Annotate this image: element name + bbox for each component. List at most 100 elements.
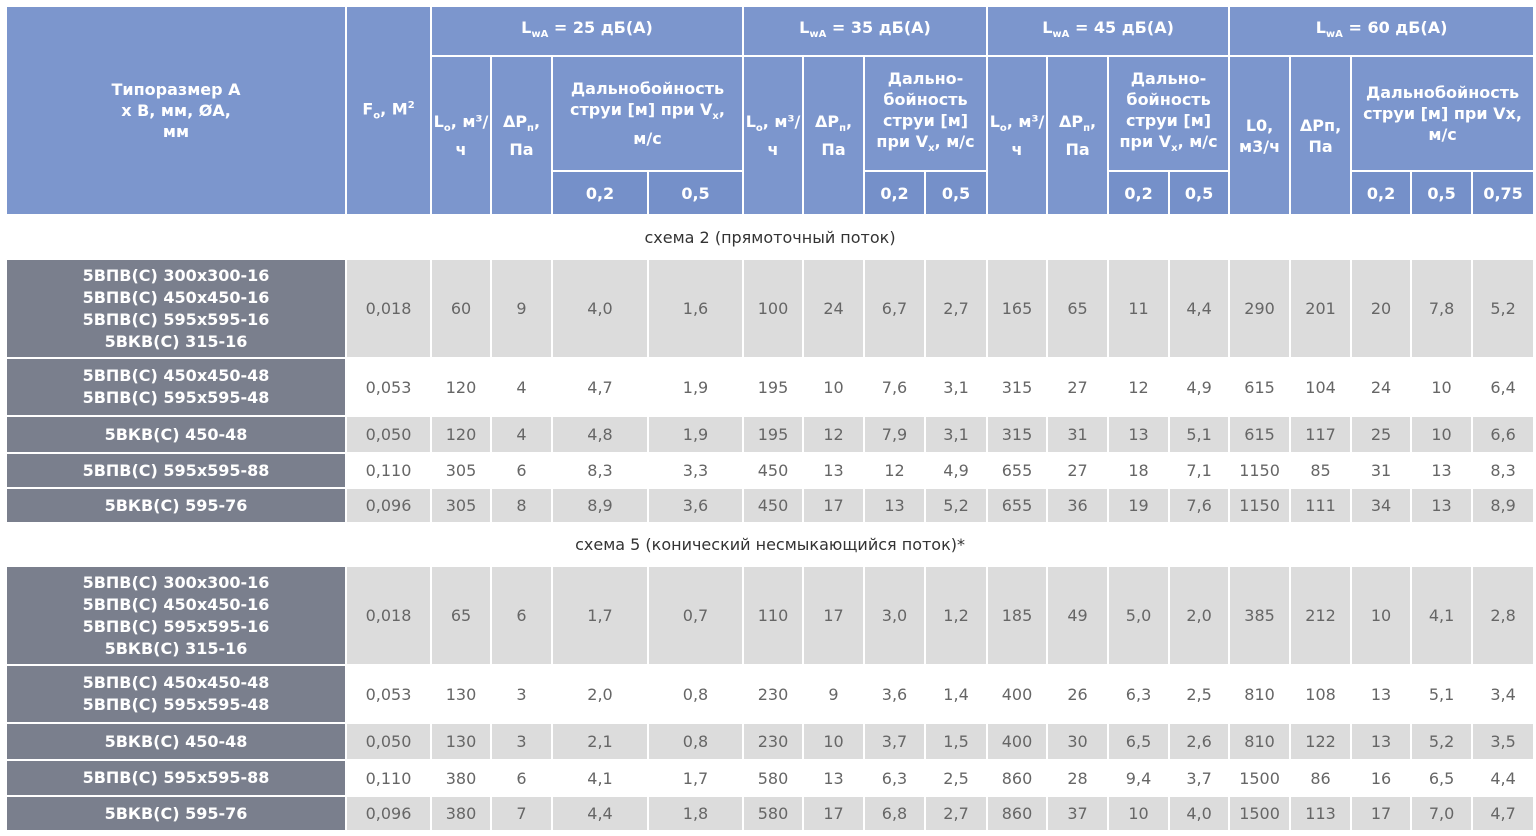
value-cell: 6,4: [1473, 359, 1534, 415]
text-part: Дальнобойность струи [м] при Vx, м/с: [1363, 83, 1522, 144]
value-cell: 230: [744, 666, 803, 722]
value-cell: 4,9: [926, 454, 987, 487]
value-cell: 400: [988, 666, 1047, 722]
text-part: wA: [809, 29, 827, 41]
value-cell: 130: [432, 724, 490, 759]
range-header: Дальнобойность струи [м] при Vx, м/с: [553, 57, 743, 170]
value-cell: 13: [1412, 454, 1472, 487]
value-cell: 18: [1109, 454, 1169, 487]
value-cell: 8,9: [1473, 489, 1534, 522]
value-cell: 4: [492, 417, 551, 452]
text-part: Дально-бойность струи [м] при V: [1119, 68, 1212, 151]
value-cell: 7: [492, 797, 551, 830]
value-cell: 3,4: [1473, 666, 1534, 722]
value-cell: 3: [492, 666, 551, 722]
value-cell: 450: [744, 454, 803, 487]
model-cell: 5ВПВ(С) 450x450-48 5ВПВ(С) 595x595-48: [7, 666, 345, 722]
text-part: L: [799, 17, 810, 37]
value-cell: 19: [1109, 489, 1169, 522]
value-cell: 3,7: [1170, 761, 1229, 795]
value-cell: 185: [988, 567, 1047, 664]
value-cell: 5,1: [1412, 666, 1472, 722]
value-cell: 2,5: [926, 761, 987, 795]
value-cell: 201: [1291, 260, 1351, 357]
model-name: 5ВКВ(С) 315-16: [104, 331, 248, 351]
text-part: wA: [531, 29, 549, 41]
value-cell: 13: [865, 489, 925, 522]
value-cell: 0,053: [347, 359, 430, 415]
flow-header: Lo, м³/ч: [988, 57, 1047, 214]
value-cell: 4,0: [553, 260, 647, 357]
text-part: L: [433, 111, 444, 131]
value-cell: 117: [1291, 417, 1351, 452]
text-part: , м³/ч: [1006, 111, 1045, 160]
data-row: 5ВПВ(С) 595x595-88 0,110 305 6 8,3 3,3 450 13 12…: [7, 454, 1534, 487]
model-name: 5ВПВ(С) 300x300-16: [82, 572, 270, 592]
model-name: 5ВКВ(С) 595-76: [104, 495, 248, 515]
value-cell: 4,4: [1473, 761, 1534, 795]
text-part: o: [755, 123, 763, 135]
speed-header: 0,5: [649, 172, 743, 214]
value-cell: 49: [1048, 567, 1108, 664]
text-part: L: [1042, 17, 1053, 37]
value-cell: 3,3: [649, 454, 743, 487]
value-cell: 6: [492, 454, 551, 487]
value-cell: 580: [744, 797, 803, 830]
value-cell: 400: [988, 724, 1047, 759]
data-row: 5ВПВ(С) 450x450-48 5ВПВ(С) 595x595-48 0,05…: [7, 359, 1534, 415]
model-cell: 5ВПВ(С) 595x595-88: [7, 454, 345, 487]
value-cell: 4,7: [1473, 797, 1534, 830]
value-cell: 3,6: [649, 489, 743, 522]
text-part: , м/с: [633, 100, 725, 148]
group-header: LwA = 60 дБ(А): [1230, 7, 1534, 55]
speed-header: 0,5: [1170, 172, 1229, 214]
value-cell: 6: [492, 567, 551, 664]
model-name: 5ВПВ(С) 450x450-16: [82, 287, 270, 307]
area-header: Fo, М2: [347, 7, 430, 214]
value-cell: 4,1: [553, 761, 647, 795]
value-cell: 9: [804, 666, 864, 722]
model-name: 5ВКВ(С) 450-48: [104, 424, 248, 444]
value-cell: 6,5: [1412, 761, 1472, 795]
value-cell: 8,3: [553, 454, 647, 487]
value-cell: 10: [1352, 567, 1411, 664]
value-cell: 860: [988, 761, 1047, 795]
value-cell: 5,1: [1170, 417, 1229, 452]
value-cell: 12: [1109, 359, 1169, 415]
text-part: L: [745, 111, 756, 131]
value-cell: 6,3: [865, 761, 925, 795]
size-header: Типоразмер А х В, мм, ØА, мм: [7, 7, 345, 214]
value-cell: 1,9: [649, 417, 743, 452]
value-cell: 1150: [1230, 489, 1290, 522]
value-cell: 6,3: [1109, 666, 1169, 722]
group-header: LwA = 45 дБ(А): [988, 7, 1229, 55]
value-cell: 24: [1352, 359, 1411, 415]
value-cell: 380: [432, 797, 490, 830]
value-cell: 212: [1291, 567, 1351, 664]
value-cell: 3,1: [926, 417, 987, 452]
value-cell: 655: [988, 489, 1047, 522]
value-cell: 2,8: [1473, 567, 1534, 664]
model-name: 5ВПВ(С) 595x595-48: [82, 388, 270, 407]
flow-header: L0, м3/ч: [1230, 57, 1290, 214]
value-cell: 3,0: [865, 567, 925, 664]
value-cell: 3,1: [926, 359, 987, 415]
value-cell: 6,8: [865, 797, 925, 830]
value-cell: 7,6: [865, 359, 925, 415]
text-part: = 45 дБ(А): [1069, 17, 1174, 37]
data-row: 5ВПВ(С) 595x595-88 0,110 380 6 4,1 1,7 580 13 6,…: [7, 761, 1534, 795]
value-cell: 4,0: [1170, 797, 1229, 830]
value-cell: 0,096: [347, 797, 430, 830]
value-cell: 12: [804, 417, 864, 452]
text-part: , м³/ч: [762, 111, 801, 160]
value-cell: 2,7: [926, 797, 987, 830]
value-cell: 108: [1291, 666, 1351, 722]
value-cell: 36: [1048, 489, 1108, 522]
group-header: LwA = 25 дБ(А): [432, 7, 743, 55]
model-cell: 5ВПВ(С) 300x300-16 5ВПВ(С) 450x450-16 5ВПВ…: [7, 567, 345, 664]
value-cell: 1150: [1230, 454, 1290, 487]
value-cell: 27: [1048, 454, 1108, 487]
value-cell: 0,018: [347, 567, 430, 664]
model-name: 5ВПВ(С) 595x595-88: [82, 460, 270, 480]
value-cell: 20: [1352, 260, 1411, 357]
